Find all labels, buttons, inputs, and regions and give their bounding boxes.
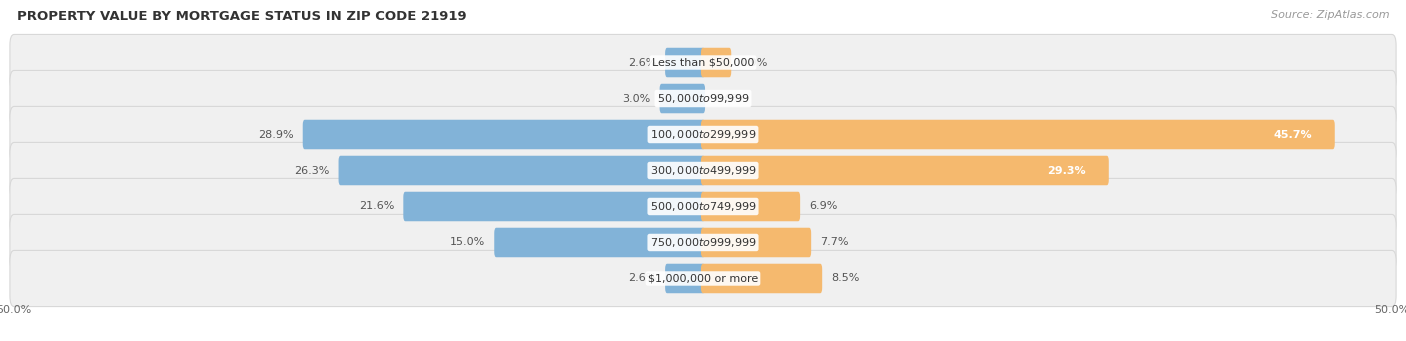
Text: 21.6%: 21.6% bbox=[359, 202, 394, 211]
FancyBboxPatch shape bbox=[495, 228, 704, 257]
FancyBboxPatch shape bbox=[10, 178, 1396, 235]
FancyBboxPatch shape bbox=[10, 71, 1396, 127]
FancyBboxPatch shape bbox=[10, 143, 1396, 198]
Text: 2.6%: 2.6% bbox=[627, 273, 657, 283]
Text: 2.6%: 2.6% bbox=[627, 58, 657, 68]
Text: 29.3%: 29.3% bbox=[1047, 165, 1085, 176]
FancyBboxPatch shape bbox=[404, 192, 704, 221]
Text: Source: ZipAtlas.com: Source: ZipAtlas.com bbox=[1271, 10, 1389, 20]
Text: $1,000,000 or more: $1,000,000 or more bbox=[648, 273, 758, 283]
Text: $300,000 to $499,999: $300,000 to $499,999 bbox=[650, 164, 756, 177]
FancyBboxPatch shape bbox=[702, 264, 823, 293]
FancyBboxPatch shape bbox=[659, 84, 704, 113]
Text: 7.7%: 7.7% bbox=[820, 237, 849, 248]
FancyBboxPatch shape bbox=[665, 264, 704, 293]
Text: 15.0%: 15.0% bbox=[450, 237, 485, 248]
FancyBboxPatch shape bbox=[10, 250, 1396, 307]
Text: 28.9%: 28.9% bbox=[259, 130, 294, 139]
Text: 6.9%: 6.9% bbox=[808, 202, 838, 211]
Text: 0.0%: 0.0% bbox=[714, 93, 742, 104]
FancyBboxPatch shape bbox=[702, 156, 1109, 185]
Text: 45.7%: 45.7% bbox=[1274, 130, 1312, 139]
Text: $500,000 to $749,999: $500,000 to $749,999 bbox=[650, 200, 756, 213]
Text: 26.3%: 26.3% bbox=[294, 165, 329, 176]
FancyBboxPatch shape bbox=[665, 48, 704, 77]
FancyBboxPatch shape bbox=[302, 120, 704, 149]
FancyBboxPatch shape bbox=[702, 48, 731, 77]
FancyBboxPatch shape bbox=[702, 120, 1334, 149]
Text: 1.9%: 1.9% bbox=[740, 58, 769, 68]
FancyBboxPatch shape bbox=[10, 34, 1396, 91]
Text: $100,000 to $299,999: $100,000 to $299,999 bbox=[650, 128, 756, 141]
FancyBboxPatch shape bbox=[10, 106, 1396, 163]
Text: $750,000 to $999,999: $750,000 to $999,999 bbox=[650, 236, 756, 249]
FancyBboxPatch shape bbox=[702, 228, 811, 257]
Text: 3.0%: 3.0% bbox=[623, 93, 651, 104]
Text: Less than $50,000: Less than $50,000 bbox=[652, 58, 754, 68]
Text: $50,000 to $99,999: $50,000 to $99,999 bbox=[657, 92, 749, 105]
FancyBboxPatch shape bbox=[10, 214, 1396, 270]
Text: PROPERTY VALUE BY MORTGAGE STATUS IN ZIP CODE 21919: PROPERTY VALUE BY MORTGAGE STATUS IN ZIP… bbox=[17, 10, 467, 23]
FancyBboxPatch shape bbox=[339, 156, 704, 185]
FancyBboxPatch shape bbox=[702, 192, 800, 221]
Text: 8.5%: 8.5% bbox=[831, 273, 859, 283]
